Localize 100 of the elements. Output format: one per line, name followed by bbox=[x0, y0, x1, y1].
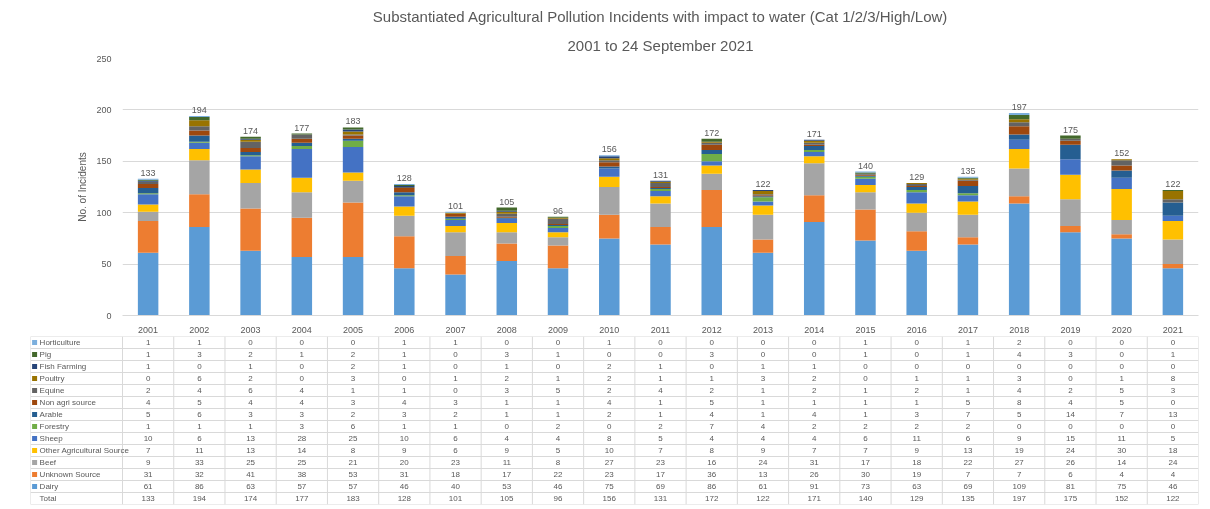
data-label: 57 bbox=[297, 482, 307, 491]
data-label: 16 bbox=[707, 458, 717, 467]
legend-label: Arable bbox=[39, 410, 64, 419]
data-label: 4 bbox=[248, 398, 254, 407]
data-label: 0 bbox=[760, 338, 766, 347]
data-label: 6 bbox=[197, 374, 203, 383]
total-label: 96 bbox=[553, 205, 564, 216]
data-label: 7 bbox=[811, 446, 817, 455]
data-label: 4 bbox=[402, 398, 408, 407]
text: 128 bbox=[397, 494, 411, 503]
data-label: 19 bbox=[912, 470, 922, 479]
data-label: 2 bbox=[555, 422, 561, 431]
data-label: 1 bbox=[453, 374, 459, 383]
data-label: 6 bbox=[863, 434, 869, 443]
data-label: 0 bbox=[658, 338, 664, 347]
data-label: 109 bbox=[1012, 482, 1027, 491]
data-label: 2 bbox=[145, 386, 151, 395]
data-label: 1 bbox=[555, 374, 561, 383]
y-tick-label: 0 bbox=[106, 310, 112, 321]
data-label: 0 bbox=[1016, 422, 1022, 431]
data-label: 26 bbox=[809, 470, 820, 479]
data-label: 18 bbox=[451, 470, 461, 479]
data-label: 0 bbox=[453, 362, 459, 371]
data-label: 1 bbox=[965, 350, 971, 359]
data-label: 0 bbox=[453, 350, 459, 359]
data-label: 1 bbox=[760, 410, 766, 419]
data-label: 4 bbox=[760, 434, 766, 443]
data-label: 11 bbox=[502, 458, 512, 467]
data-label: 6 bbox=[197, 410, 203, 419]
data-label: 2 bbox=[607, 410, 613, 419]
x-tick-label: 2007 bbox=[445, 324, 466, 335]
data-label: 32 bbox=[194, 470, 205, 479]
y-tick-label: 100 bbox=[96, 207, 112, 218]
data-label: 1 bbox=[145, 422, 151, 431]
data-label: 41 bbox=[246, 470, 256, 479]
data-label: 11 bbox=[1117, 434, 1127, 443]
data-label: 1 bbox=[863, 338, 869, 347]
data-label: 4 bbox=[658, 386, 664, 395]
total-label: 122 bbox=[1165, 179, 1181, 190]
data-label: 5 bbox=[555, 446, 561, 455]
data-label: 5 bbox=[1119, 398, 1125, 407]
data-label: 0 bbox=[299, 338, 305, 347]
x-tick-label: 2006 bbox=[394, 324, 415, 335]
data-label: 61 bbox=[758, 482, 768, 491]
data-label: 1 bbox=[760, 386, 766, 395]
data-label: 5 bbox=[555, 386, 561, 395]
data-label: 7 bbox=[1016, 470, 1022, 479]
data-label: 1 bbox=[504, 410, 510, 419]
data-label: 1 bbox=[145, 362, 151, 371]
data-label: 0 bbox=[811, 350, 817, 359]
data-label: 75 bbox=[604, 482, 615, 491]
text: 135 bbox=[961, 494, 975, 503]
data-label: 2 bbox=[811, 386, 817, 395]
data-label: 1 bbox=[402, 422, 408, 431]
data-label: 1 bbox=[965, 386, 971, 395]
y-axis-title: No. of Incidents bbox=[77, 152, 89, 222]
data-label: 63 bbox=[912, 482, 922, 491]
x-tick-label: 2017 bbox=[957, 324, 978, 335]
data-label: 7 bbox=[863, 446, 869, 455]
data-label: 8 bbox=[1016, 398, 1022, 407]
data-label: 4 bbox=[760, 422, 766, 431]
data-label: 57 bbox=[348, 482, 359, 491]
data-label: 1 bbox=[453, 338, 459, 347]
text: 172 bbox=[705, 494, 719, 503]
data-label: 6 bbox=[248, 386, 254, 395]
data-label: 7 bbox=[965, 470, 971, 479]
data-label: 4 bbox=[709, 410, 715, 419]
legend-label: Fish Farming bbox=[39, 362, 87, 371]
data-label: 31 bbox=[399, 470, 410, 479]
data-label: 0 bbox=[1170, 362, 1176, 371]
data-label: 7 bbox=[1119, 410, 1125, 419]
data-label: 2 bbox=[453, 410, 459, 419]
data-label: 3 bbox=[402, 410, 408, 419]
data-label: 1 bbox=[248, 422, 254, 431]
data-label: 38 bbox=[297, 470, 307, 479]
data-label: 7 bbox=[965, 410, 971, 419]
data-label: 25 bbox=[348, 434, 359, 443]
data-label: 17 bbox=[502, 470, 512, 479]
legend-label: Horticulture bbox=[39, 338, 82, 347]
x-tick-label: 2002 bbox=[189, 324, 210, 335]
data-label: 0 bbox=[453, 386, 459, 395]
x-tick-label: 2014 bbox=[804, 324, 825, 335]
total-label: 133 bbox=[140, 167, 156, 178]
text: 156 bbox=[602, 494, 616, 503]
data-label: 1 bbox=[914, 374, 920, 383]
data-label: 17 bbox=[861, 458, 871, 467]
data-label: 2 bbox=[350, 410, 356, 419]
data-label: 3 bbox=[299, 422, 305, 431]
text: 131 bbox=[653, 494, 668, 503]
text: 194 bbox=[192, 494, 207, 503]
text: 177 bbox=[295, 494, 309, 503]
data-label: 4 bbox=[145, 398, 151, 407]
data-label: 4 bbox=[555, 434, 561, 443]
data-label: 1 bbox=[658, 410, 664, 419]
data-label: 3 bbox=[197, 350, 203, 359]
data-label: 13 bbox=[246, 446, 256, 455]
data-label: 1 bbox=[1170, 350, 1176, 359]
data-label: 1 bbox=[299, 350, 305, 359]
data-label: 6 bbox=[453, 434, 459, 443]
data-label: 0 bbox=[709, 338, 715, 347]
